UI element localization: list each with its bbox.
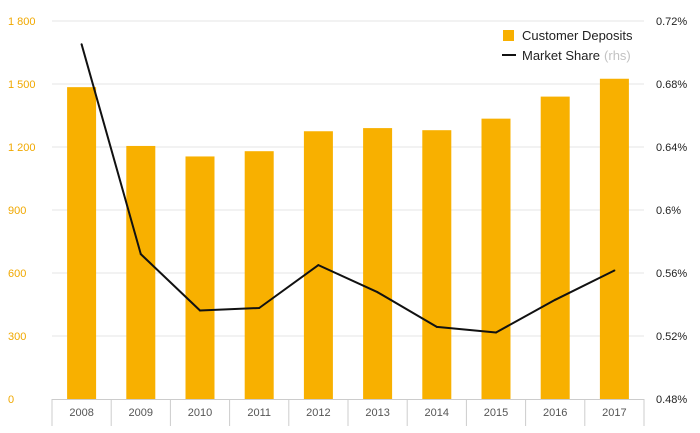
right-tick-label: 0.72% — [656, 16, 687, 28]
right-tick-label: 0.52% — [656, 331, 687, 343]
x-tick-label: 2017 — [602, 407, 626, 419]
market-share-point-2014 — [435, 325, 438, 328]
x-tick-label: 2009 — [129, 407, 153, 419]
x-tick-label: 2016 — [543, 407, 567, 419]
x-tick-label: 2013 — [365, 407, 389, 419]
bar-2014 — [422, 130, 452, 399]
right-tick-label: 0.64% — [656, 142, 687, 154]
legend-label-customer-deposits: Customer Deposits — [522, 28, 633, 43]
x-tick-label: 2014 — [425, 407, 449, 419]
x-axis: 2008 2009 2010 2011 2012 2013 2014 2015 2016 2017 — [51, 399, 645, 426]
legend: Customer Deposits Market Share (rhs) — [502, 28, 633, 63]
right-tick-label: 0.56% — [656, 268, 687, 280]
market-share-point-2016 — [554, 298, 557, 301]
market-share-line-layer — [80, 43, 616, 334]
market-share-point-2008 — [80, 43, 83, 46]
market-share-point-2011 — [258, 306, 261, 309]
bar-2010 — [185, 156, 215, 399]
left-tick-label: 1 800 — [8, 16, 36, 28]
x-tick-label: 2015 — [484, 407, 508, 419]
x-tick-label: 2008 — [69, 407, 93, 419]
bar-2013 — [363, 128, 393, 399]
bar-2015 — [481, 118, 511, 400]
left-tick-label: 900 — [8, 205, 26, 217]
left-tick-label: 600 — [8, 268, 26, 280]
legend-label-market-share: Market Share (rhs) — [522, 48, 631, 63]
bar-2016 — [540, 96, 570, 399]
x-tick-label: 2012 — [306, 407, 330, 419]
left-tick-label: 1 500 — [8, 79, 36, 91]
market-share-point-2010 — [199, 309, 201, 312]
market-share-point-2017 — [613, 269, 616, 272]
right-axis: 0.48% 0.52% 0.56% 0.6% 0.64% 0.68% 0.72% — [656, 16, 687, 406]
left-axis: 0 300 600 900 1 200 1 500 1 800 — [8, 16, 36, 406]
market-share-point-2012 — [317, 264, 320, 267]
market-share-point-2015 — [495, 331, 497, 334]
market-share-point-2013 — [376, 291, 379, 294]
bars — [67, 78, 629, 400]
right-tick-label: 0.6% — [656, 205, 681, 217]
legend-label-market-share-name: Market Share — [522, 48, 600, 63]
bar-2009 — [126, 145, 156, 399]
legend-label-rhs-note: (rhs) — [604, 48, 631, 63]
left-tick-label: 0 — [8, 394, 14, 406]
bar-2011 — [244, 151, 274, 399]
x-tick-label: 2010 — [188, 407, 212, 419]
market-share-line — [80, 44, 615, 334]
bar-2017 — [599, 78, 629, 399]
bar-2008 — [67, 87, 97, 400]
legend-swatch-customer-deposits — [503, 30, 514, 41]
right-tick-label: 0.48% — [656, 394, 687, 406]
left-tick-label: 1 200 — [8, 142, 36, 154]
left-tick-label: 300 — [8, 331, 26, 343]
market-share-point-2009 — [139, 253, 142, 256]
right-tick-label: 0.68% — [656, 79, 687, 91]
x-tick-label: 2011 — [247, 407, 271, 419]
